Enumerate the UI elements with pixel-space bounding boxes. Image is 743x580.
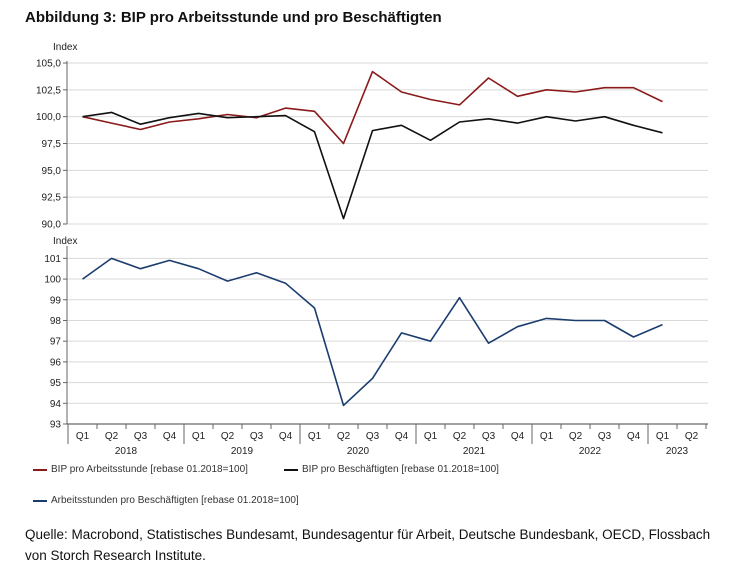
legend-label-black: BIP pro Beschäftigten [rebase 01.2018=10… — [302, 464, 499, 475]
x-tick-label: Q1 — [76, 431, 90, 442]
legend-item-black: BIP pro Beschäftigten [rebase 01.2018=10… — [284, 464, 499, 475]
top-y-tick-label: 102,5 — [36, 85, 61, 96]
bottom-y-axis-title: Index — [53, 236, 77, 247]
x-tick-label: Q2 — [105, 431, 119, 442]
legend-swatch-blue — [33, 499, 47, 502]
x-tick-label: Q1 — [540, 431, 554, 442]
top-series-line-1 — [82, 111, 663, 220]
x-tick-label: Q3 — [134, 431, 148, 442]
x-year-label: 2021 — [463, 446, 486, 457]
bottom-y-tick-label: 93 — [50, 420, 62, 431]
top-series-line-0 — [82, 70, 663, 145]
x-tick-label: Q4 — [511, 431, 525, 442]
legend-item-red: BIP pro Arbeitsstunde [rebase 01.2018=10… — [33, 464, 248, 475]
legend-swatch-red — [33, 468, 47, 471]
bottom-panel: Index 93 94 95 96 97 98 99 100 101 — [44, 236, 708, 431]
x-tick-label: Q1 — [424, 431, 438, 442]
top-y-tick-label: 97,5 — [42, 139, 62, 150]
x-year-label: 2022 — [579, 446, 602, 457]
top-y-axis-title: Index — [53, 42, 77, 53]
x-year-label: 2019 — [231, 446, 254, 457]
x-tick-label: Q2 — [453, 431, 467, 442]
legend-swatch-black — [284, 468, 298, 471]
x-tick-label: Q3 — [250, 431, 264, 442]
bottom-y-tick-label: 96 — [50, 357, 62, 368]
bottom-y-tick-label: 97 — [50, 337, 62, 348]
bottom-y-tick-label: 100 — [44, 275, 61, 286]
bottom-y-tick-label: 101 — [44, 254, 61, 265]
legend-item-blue: Arbeitsstunden pro Beschäftigten [rebase… — [33, 495, 299, 506]
top-y-tick-label: 105,0 — [36, 59, 61, 70]
legend-label-blue: Arbeitsstunden pro Beschäftigten [rebase… — [51, 495, 299, 506]
x-tick-label: Q1 — [192, 431, 206, 442]
bottom-series-line-0 — [82, 257, 663, 407]
x-tick-label: Q4 — [163, 431, 177, 442]
bottom-y-tick-label: 94 — [50, 399, 62, 410]
x-tick-label: Q2 — [569, 431, 583, 442]
bottom-y-tick-label: 95 — [50, 378, 62, 389]
bottom-y-tick-label: 99 — [50, 295, 62, 306]
x-tick-label: Q2 — [685, 431, 699, 442]
x-tick-label: Q4 — [627, 431, 641, 442]
top-y-tick-label: 92,5 — [42, 193, 62, 204]
x-tick-label: Q1 — [656, 431, 670, 442]
top-panel: Index 90,0 92,5 95,0 97,5 100,0 102,5 105,0 — [36, 42, 708, 231]
x-axis: Q1 Q2 Q3 Q4 Q1 Q2 Q3 Q4 Q1 Q2 Q3 Q4 Q1 Q2 Q3 Q4 Q1 Q2 Q3 Q4… — [67, 423, 708, 457]
x-tick-label: Q3 — [598, 431, 612, 442]
top-y-tick-label: 90,0 — [42, 220, 62, 231]
legend-label-red: BIP pro Arbeitsstunde [rebase 01.2018=10… — [51, 464, 248, 475]
x-tick-label: Q4 — [279, 431, 293, 442]
top-y-tick-label: 95,0 — [42, 166, 62, 177]
x-tick-label: Q3 — [482, 431, 496, 442]
x-year-label: 2023 — [666, 446, 689, 457]
x-tick-label: Q2 — [221, 431, 235, 442]
x-tick-label: Q3 — [366, 431, 380, 442]
x-tick-label: Q1 — [308, 431, 322, 442]
source-note: Quelle: Macrobond, Statistisches Bundesa… — [25, 527, 711, 563]
x-tick-label: Q2 — [337, 431, 351, 442]
x-tick-label: Q4 — [395, 431, 409, 442]
bottom-y-tick-label: 98 — [50, 316, 62, 327]
x-year-label: 2018 — [115, 446, 138, 457]
top-y-tick-label: 100,0 — [36, 112, 61, 123]
chart-title: Abbildung 3: BIP pro Arbeitsstunde und p… — [25, 9, 442, 26]
x-year-label: 2020 — [347, 446, 370, 457]
